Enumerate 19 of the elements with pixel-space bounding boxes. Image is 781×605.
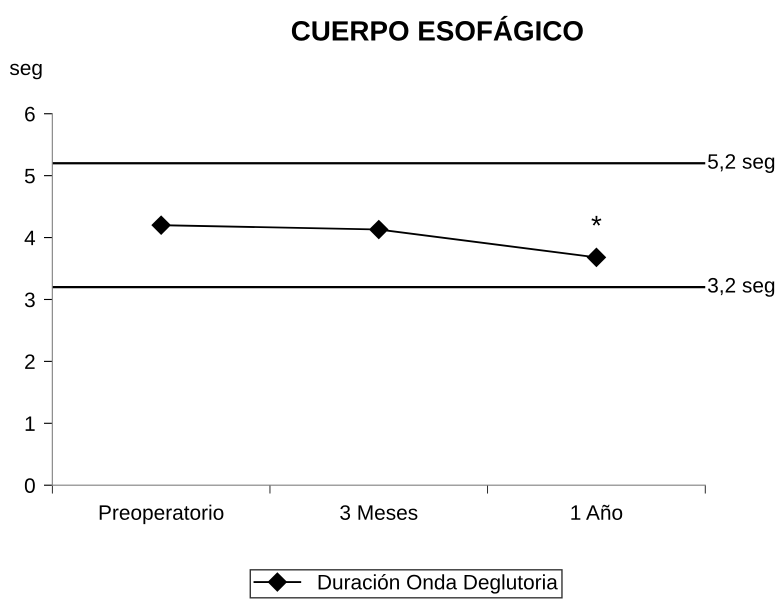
x-tick-label: Preoperatorio xyxy=(100,504,224,524)
legend-label: Duración Onda Deglutoria xyxy=(318,574,558,594)
point xyxy=(586,248,606,267)
y-tick-label: 0 xyxy=(24,478,35,493)
y-tick-label: 1 xyxy=(26,416,35,431)
y-tick-label: 6 xyxy=(25,106,35,122)
ref-line-label: 3,2 seg xyxy=(708,278,774,297)
chart-title: CUERPO ESOFÁGICO xyxy=(292,16,583,41)
y-tick-label: 3 xyxy=(24,292,35,308)
x-tick-label: 1 Año xyxy=(571,504,622,520)
y-tick-label: 4 xyxy=(24,230,36,246)
y-tick-label: 2 xyxy=(25,354,35,369)
point xyxy=(152,216,171,235)
annotation: * xyxy=(591,216,602,226)
x-tick-label: 3 Meses xyxy=(340,505,418,520)
y-axis-title: seg xyxy=(10,64,42,80)
ref-line-label: 5,2 seg xyxy=(708,154,774,173)
point xyxy=(369,220,388,240)
y-tick-label: 5 xyxy=(24,168,35,184)
